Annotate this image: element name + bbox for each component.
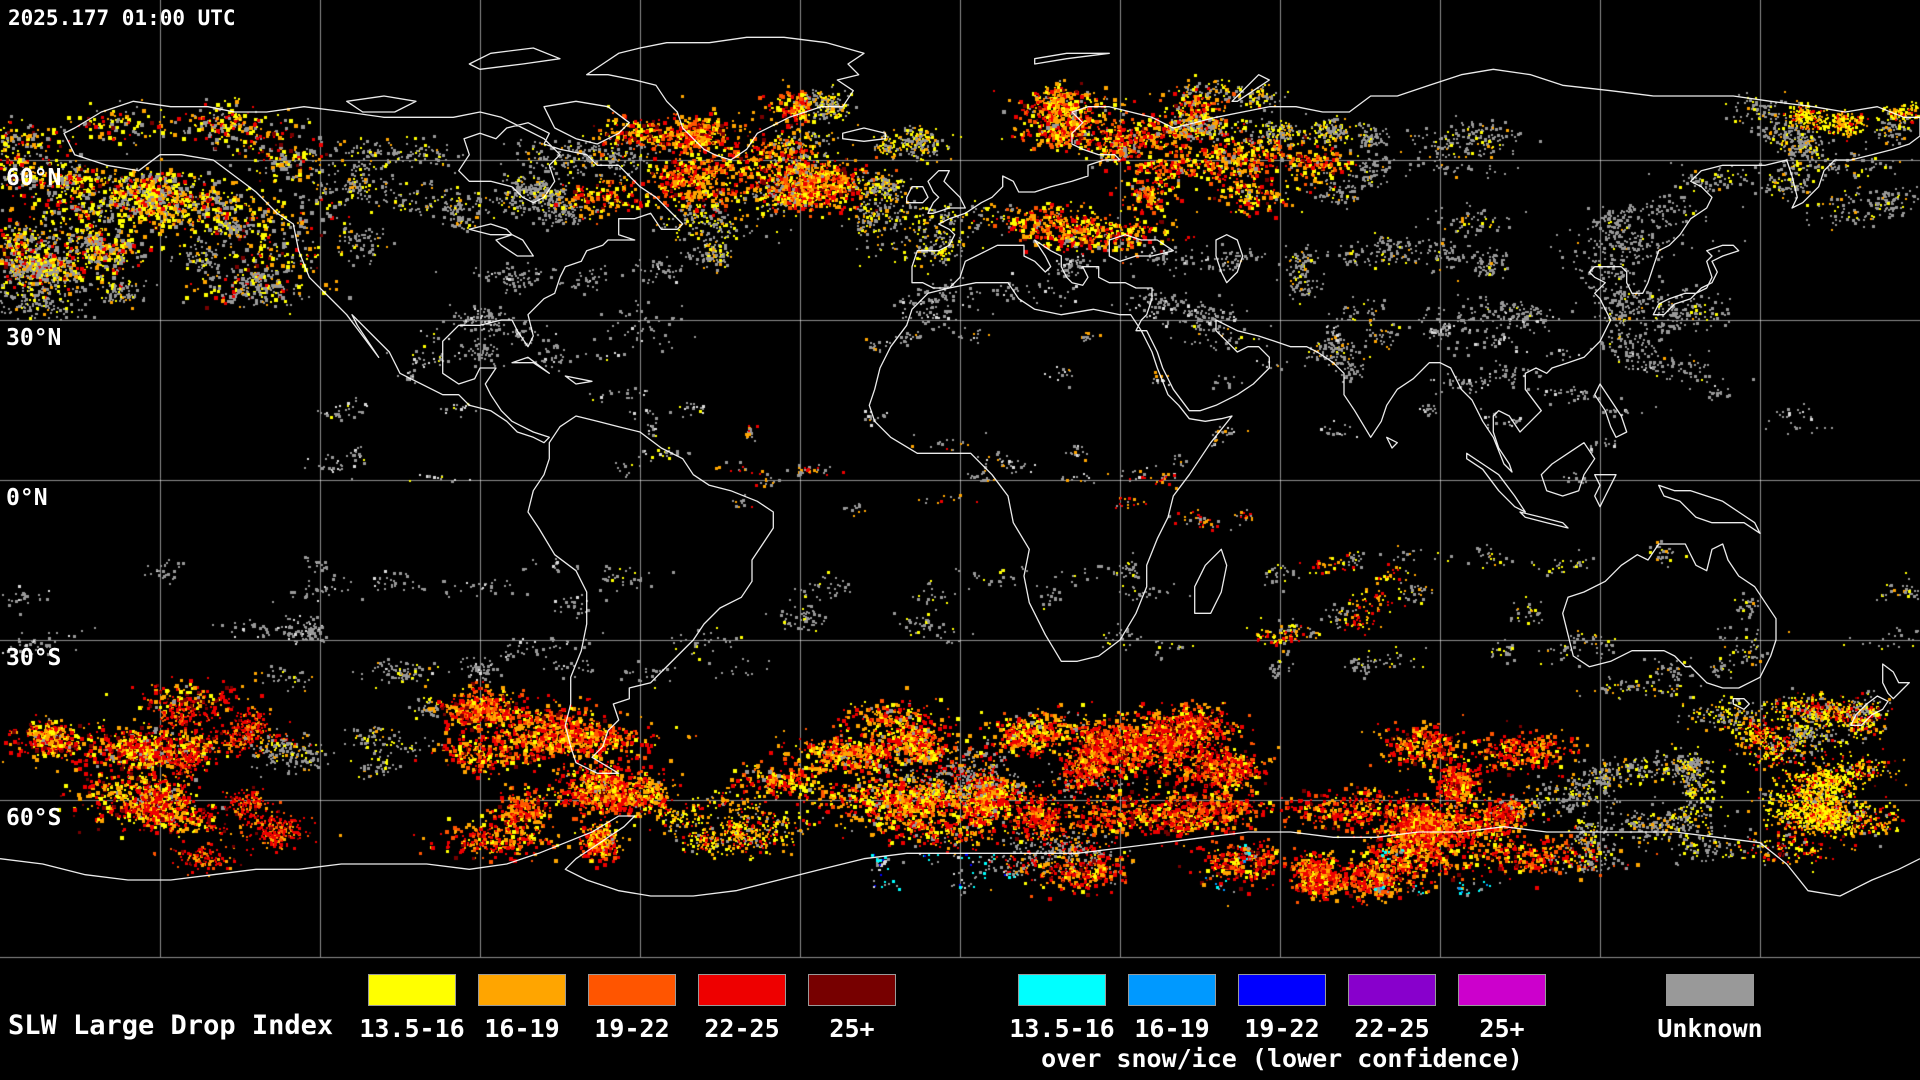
legend-bin-label: 16-19 bbox=[1134, 1014, 1210, 1043]
legend-swatch-purple bbox=[1348, 974, 1436, 1006]
legend-bin-label: 25+ bbox=[829, 1014, 875, 1043]
world-map: 2025.177 01:00 UTC 60°N 30°N 0°N 30°S 60… bbox=[0, 0, 1920, 960]
legend-group-regular: 13.5-16 16-19 19-22 22-25 25+ bbox=[357, 974, 907, 1043]
legend-bin: 16-19 bbox=[1117, 974, 1227, 1043]
lat-label-30s: 30°S bbox=[6, 645, 62, 671]
legend-bin-label: 19-22 bbox=[594, 1014, 670, 1043]
legend-swatch-cyan bbox=[1018, 974, 1106, 1006]
legend-bin-label: 25+ bbox=[1479, 1014, 1525, 1043]
legend-swatch-orange-red bbox=[588, 974, 676, 1006]
legend-bin-label: 22-25 bbox=[704, 1014, 780, 1043]
legend-swatch-magenta bbox=[1458, 974, 1546, 1006]
legend-snow-subtitle: over snow/ice (lower confidence) bbox=[1041, 1044, 1523, 1073]
legend-title: SLW Large Drop Index bbox=[8, 1010, 334, 1041]
legend-swatch-sky-blue bbox=[1128, 974, 1216, 1006]
legend-bin: 19-22 bbox=[1227, 974, 1337, 1043]
legend: SLW Large Drop Index 13.5-16 16-19 19-22… bbox=[0, 960, 1920, 1080]
legend-bin: 25+ bbox=[797, 974, 907, 1043]
legend-bin: Unknown bbox=[1655, 974, 1765, 1043]
legend-swatch-orange bbox=[478, 974, 566, 1006]
legend-group-unknown: Unknown bbox=[1655, 974, 1765, 1043]
legend-swatch-dark-red bbox=[808, 974, 896, 1006]
legend-bin: 19-22 bbox=[577, 974, 687, 1043]
lat-label-60n: 60°N bbox=[6, 165, 62, 191]
timestamp: 2025.177 01:00 UTC bbox=[8, 6, 236, 30]
legend-group-snow-ice: 13.5-16 16-19 19-22 22-25 25+ bbox=[1007, 974, 1557, 1043]
legend-bin-label: 13.5-16 bbox=[1009, 1014, 1115, 1043]
coastline-overlay bbox=[0, 36, 1920, 897]
legend-bin-label: 22-25 bbox=[1354, 1014, 1430, 1043]
legend-bin-label: 13.5-16 bbox=[359, 1014, 465, 1043]
legend-bin-label: 16-19 bbox=[484, 1014, 560, 1043]
legend-swatch-blue bbox=[1238, 974, 1326, 1006]
legend-bin-label: 19-22 bbox=[1244, 1014, 1320, 1043]
lat-label-30n: 30°N bbox=[6, 325, 62, 351]
legend-bin: 13.5-16 bbox=[357, 974, 467, 1043]
legend-bin: 13.5-16 bbox=[1007, 974, 1117, 1043]
satellite-data-layer bbox=[0, 0, 1920, 960]
lat-label-0n: 0°N bbox=[6, 485, 48, 511]
legend-bin: 22-25 bbox=[1337, 974, 1447, 1043]
legend-bin: 25+ bbox=[1447, 974, 1557, 1043]
legend-bin-label: Unknown bbox=[1657, 1014, 1763, 1043]
legend-bin: 16-19 bbox=[467, 974, 577, 1043]
lat-label-60s: 60°S bbox=[6, 805, 62, 831]
legend-swatch-yellow bbox=[368, 974, 456, 1006]
legend-bin: 22-25 bbox=[687, 974, 797, 1043]
legend-swatch-red bbox=[698, 974, 786, 1006]
legend-swatch-gray bbox=[1666, 974, 1754, 1006]
